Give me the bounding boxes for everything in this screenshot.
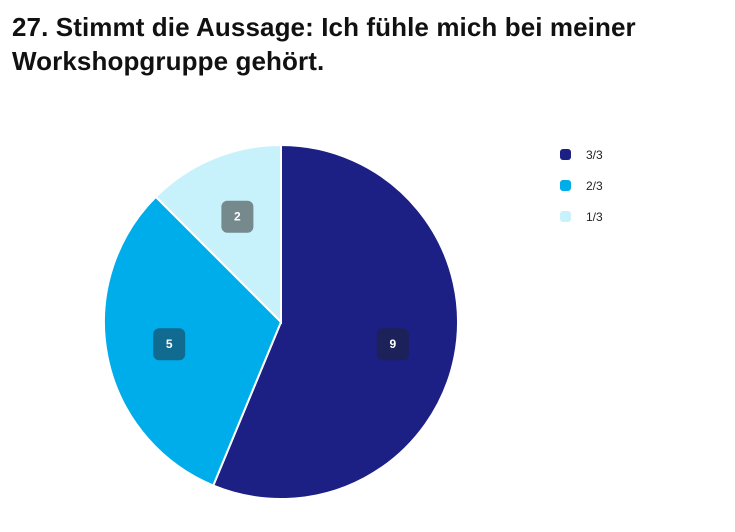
pie-slice-2-of-3 bbox=[103, 195, 283, 487]
pie-slices bbox=[103, 143, 459, 500]
legend-swatch bbox=[560, 211, 571, 222]
legend-swatch bbox=[560, 149, 571, 160]
legend-label: 2/3 bbox=[586, 178, 603, 193]
legend-item[interactable]: 1/3 bbox=[560, 201, 603, 232]
page-title: 27. Stimmt die Aussage: Ich fühle mich b… bbox=[12, 12, 636, 76]
legend-label: 1/3 bbox=[586, 209, 603, 224]
legend-item[interactable]: 2/3 bbox=[560, 170, 603, 201]
legend-label: 3/3 bbox=[586, 147, 603, 162]
pie-data-labels: 9 5 2 bbox=[153, 200, 409, 361]
legend-swatch bbox=[560, 180, 571, 191]
pie-slice-1-of-3 bbox=[154, 143, 282, 325]
data-label: 5 bbox=[166, 337, 173, 351]
data-label-box bbox=[153, 328, 186, 361]
pie-slice-3-of-3 bbox=[211, 143, 459, 500]
chart-legend: 3/3 2/3 1/3 bbox=[560, 139, 603, 232]
data-label: 2 bbox=[234, 209, 241, 223]
legend-item[interactable]: 3/3 bbox=[560, 139, 603, 170]
data-label: 9 bbox=[389, 337, 396, 351]
data-label-box bbox=[221, 200, 254, 233]
data-label-box bbox=[376, 328, 409, 361]
